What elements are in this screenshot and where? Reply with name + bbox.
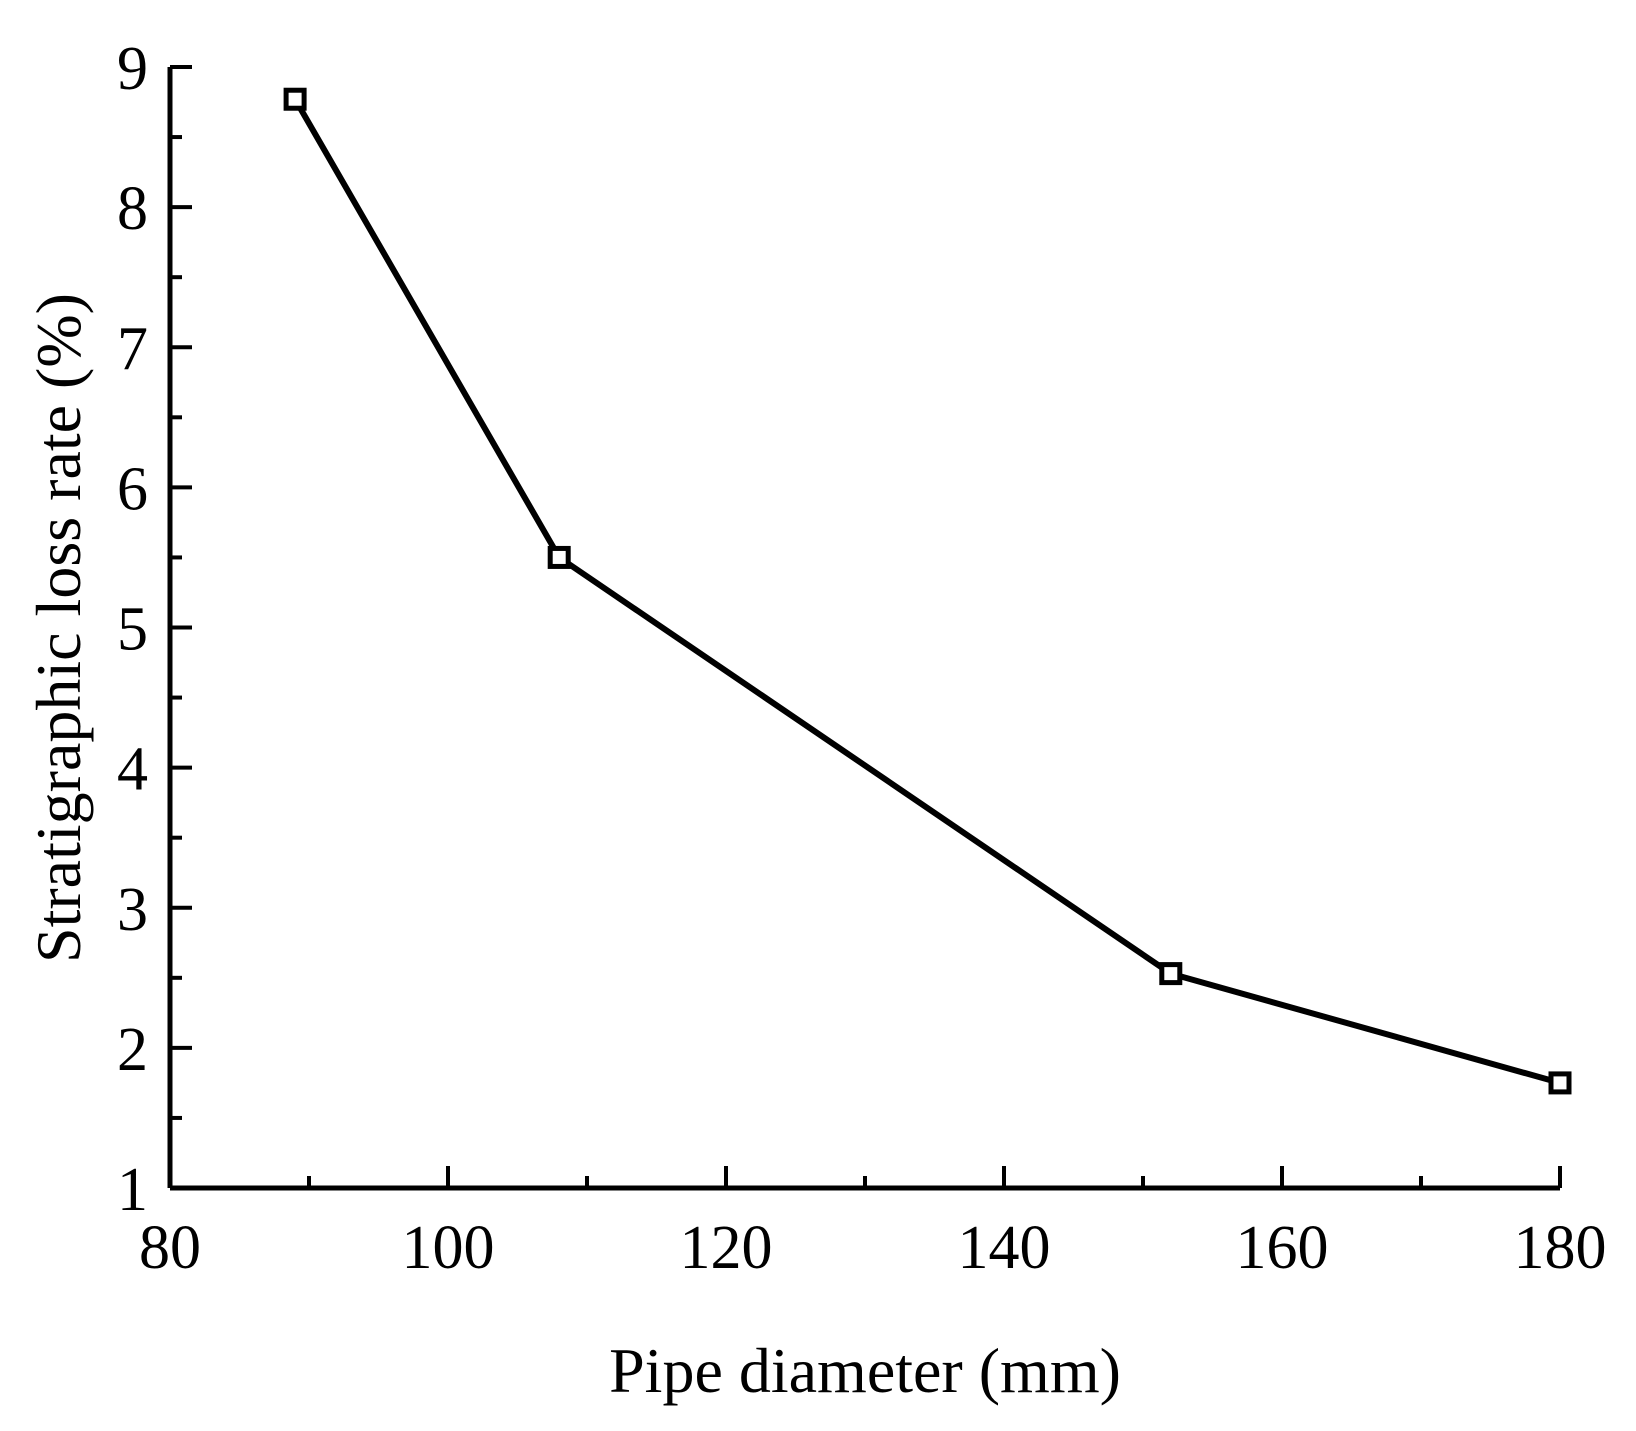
y-tick-labels: 1 2 3 4 5 6 7 8 9: [117, 35, 148, 1224]
x-tick-label: 100: [402, 1214, 495, 1282]
major-ticks: [170, 65, 1562, 1188]
y-tick-label: 7: [117, 315, 148, 383]
x-tick-label: 180: [1514, 1214, 1607, 1282]
x-axis-title: Pipe diameter (mm): [609, 1335, 1121, 1406]
x-tick-labels: 80 100 120 140 160 180: [139, 1214, 1607, 1282]
y-axis-title: Stratigraphic loss rate (%): [23, 293, 94, 963]
series-line: [292, 97, 1561, 1086]
y-tick-label: 4: [117, 736, 148, 804]
data-point-marker: [283, 87, 307, 111]
y-tick-label: 3: [117, 876, 148, 944]
y-tick-label: 9: [117, 35, 148, 103]
x-tick-label: 120: [680, 1214, 773, 1282]
x-tick-label: 80: [139, 1214, 201, 1282]
x-tick-label: 140: [958, 1214, 1051, 1282]
y-tick-label: 2: [117, 1016, 148, 1084]
data-point-marker: [1548, 1071, 1572, 1095]
y-tick-label: 6: [117, 455, 148, 523]
x-tick-label: 160: [1236, 1214, 1329, 1282]
data-point-marker: [547, 545, 571, 569]
minor-ticks: [170, 135, 1423, 1188]
series-group: [283, 87, 1572, 1095]
y-tick-label: 8: [117, 175, 148, 243]
y-tick-label: 5: [117, 596, 148, 664]
data-point-marker: [1159, 962, 1183, 986]
y-tick-label: 1: [117, 1156, 148, 1224]
